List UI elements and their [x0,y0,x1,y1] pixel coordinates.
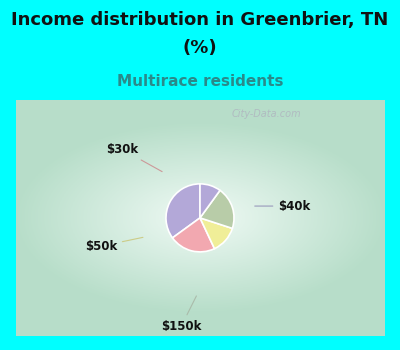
Text: City-Data.com: City-Data.com [231,109,301,119]
Wedge shape [200,218,232,248]
Text: Income distribution in Greenbrier, TN: Income distribution in Greenbrier, TN [11,11,389,29]
Text: $50k: $50k [85,237,143,253]
Text: $30k: $30k [106,143,162,172]
Text: $150k: $150k [161,296,201,333]
Wedge shape [166,184,200,238]
Text: $40k: $40k [255,199,311,212]
Wedge shape [200,190,234,229]
Wedge shape [200,184,220,218]
Wedge shape [172,218,214,252]
Text: Multirace residents: Multirace residents [117,74,283,89]
Text: (%): (%) [183,39,217,57]
